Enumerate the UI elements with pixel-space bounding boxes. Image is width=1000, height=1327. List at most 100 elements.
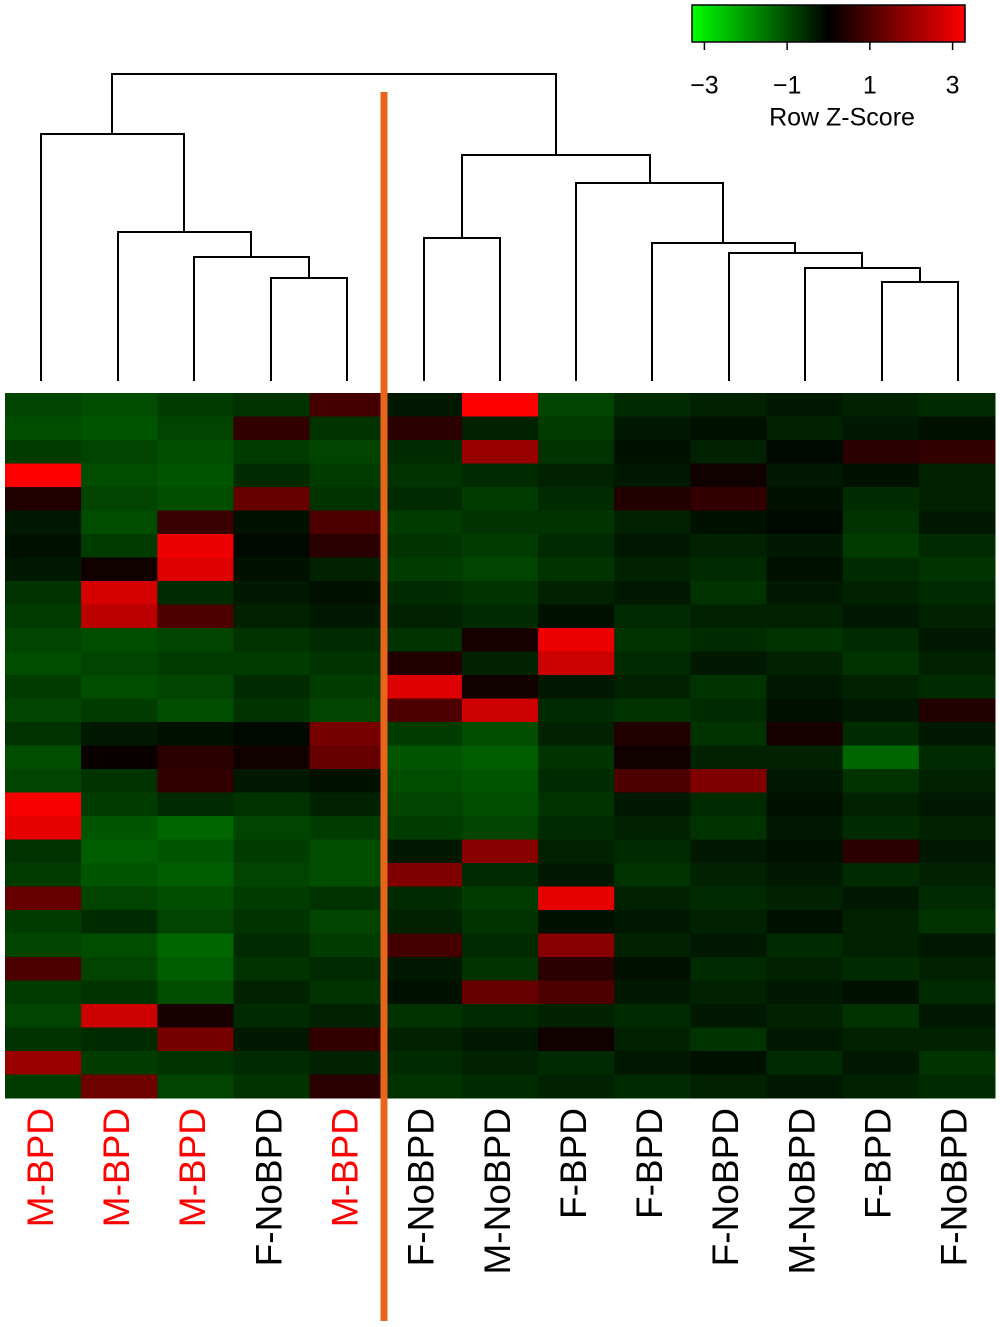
heatmap-cell	[766, 1027, 844, 1052]
column-label: M-BPD	[172, 1108, 213, 1227]
column-label: F-BPD	[629, 1108, 670, 1219]
heatmap-cell	[538, 557, 615, 582]
heatmap-cell	[614, 1027, 691, 1052]
heatmap-cell	[842, 1051, 920, 1075]
column-label: F-NoBPD	[705, 1108, 746, 1266]
heatmap-cell	[233, 1004, 311, 1028]
heatmap-cell	[614, 910, 691, 934]
heatmap-cell	[766, 534, 844, 558]
heatmap-cell	[690, 886, 768, 911]
heatmap-cell	[842, 745, 920, 770]
heatmap-cell	[690, 628, 768, 652]
heatmap-cell	[614, 463, 691, 488]
heatmap-cell	[157, 604, 234, 629]
heatmap-cell	[614, 698, 691, 723]
heatmap-cell	[157, 463, 234, 488]
heatmap-cell	[5, 816, 82, 840]
heatmap-cell	[309, 1051, 387, 1075]
heatmap-cell	[918, 393, 996, 417]
heatmap-cell	[309, 1027, 387, 1052]
heatmap-cell	[385, 769, 463, 793]
heatmap-cell	[157, 1051, 234, 1075]
heatmap-cell	[461, 604, 539, 629]
heatmap-cell	[157, 416, 234, 441]
heatmap-cell	[614, 651, 691, 676]
heatmap-cell	[614, 534, 691, 558]
heatmap-cell	[690, 557, 768, 582]
heatmap-cell	[81, 745, 158, 770]
heatmap-cell	[842, 1027, 920, 1052]
heatmap-cell	[157, 792, 234, 817]
heatmap-cell	[309, 863, 387, 887]
heatmap-cell	[157, 816, 234, 840]
heatmap-cell	[5, 651, 82, 676]
heatmap-cell	[918, 792, 996, 817]
heatmap-cell	[233, 863, 311, 887]
heatmap-cell	[81, 463, 158, 488]
column-label: M-NoBPD	[781, 1108, 822, 1275]
heatmap-cell	[461, 534, 539, 558]
heatmap-cell	[309, 675, 387, 699]
heatmap-cell	[81, 604, 158, 629]
heatmap-cell	[690, 604, 768, 629]
heatmap-cell	[842, 534, 920, 558]
heatmap-cell	[81, 769, 158, 793]
heatmap-cell	[690, 722, 768, 746]
heatmap-cell	[918, 510, 996, 535]
heatmap-cell	[690, 839, 768, 864]
heatmap-cell	[842, 910, 920, 934]
key-tick-label: 3	[946, 72, 960, 100]
heatmap-cell	[309, 722, 387, 746]
heatmap-cell	[690, 980, 768, 1005]
heatmap-cell	[157, 393, 234, 417]
heatmap-cell	[81, 1074, 158, 1099]
heatmap-cell	[385, 675, 463, 699]
key-tick-label: −1	[773, 72, 802, 100]
heatmap-cell	[614, 1051, 691, 1075]
heatmap-cell	[538, 745, 615, 770]
heatmap-cell	[309, 416, 387, 441]
heatmap-cell	[5, 534, 82, 558]
heatmap-cell	[842, 769, 920, 793]
heatmap-cell	[690, 416, 768, 441]
heatmap-cell	[385, 1004, 463, 1028]
heatmap-cell	[157, 980, 234, 1005]
column-label: M-BPD	[20, 1108, 61, 1227]
heatmap-cell	[81, 957, 158, 981]
heatmap-cell	[309, 792, 387, 817]
column-label: F-BPD	[858, 1108, 899, 1219]
heatmap-cell	[842, 1074, 920, 1099]
heatmap-cell	[309, 957, 387, 981]
heatmap-cell	[385, 440, 463, 464]
heatmap-cell	[233, 1027, 311, 1052]
heatmap-cell	[385, 510, 463, 535]
heatmap-cell	[81, 416, 158, 441]
legend-title: Row Z-Score	[769, 104, 915, 132]
heatmap-cell	[538, 393, 615, 417]
heatmap-cell	[538, 769, 615, 793]
heatmap-cell	[5, 1027, 82, 1052]
heatmap-cell	[690, 534, 768, 558]
heatmap-cell	[309, 440, 387, 464]
heatmap-cell	[690, 698, 768, 723]
heatmap-cell	[842, 933, 920, 958]
heatmap-cell	[309, 604, 387, 629]
heatmap-cell	[842, 957, 920, 981]
heatmap-cell	[5, 933, 82, 958]
heatmap-cell	[918, 886, 996, 911]
heatmap-cell	[766, 1074, 844, 1099]
heatmap-cell	[5, 416, 82, 441]
heatmap-cell	[461, 980, 539, 1005]
heatmap-cell	[81, 581, 158, 605]
heatmap-cell	[385, 557, 463, 582]
heatmap-cell	[842, 628, 920, 652]
heatmap-cell	[385, 722, 463, 746]
heatmap-cell	[385, 698, 463, 723]
heatmap-cell	[918, 440, 996, 464]
column-label: M-NoBPD	[477, 1108, 518, 1275]
heatmap-cell	[385, 839, 463, 864]
heatmap-cell	[157, 510, 234, 535]
heatmap-cell	[5, 604, 82, 629]
heatmap-cell	[5, 1004, 82, 1028]
heatmap-cell	[690, 1074, 768, 1099]
